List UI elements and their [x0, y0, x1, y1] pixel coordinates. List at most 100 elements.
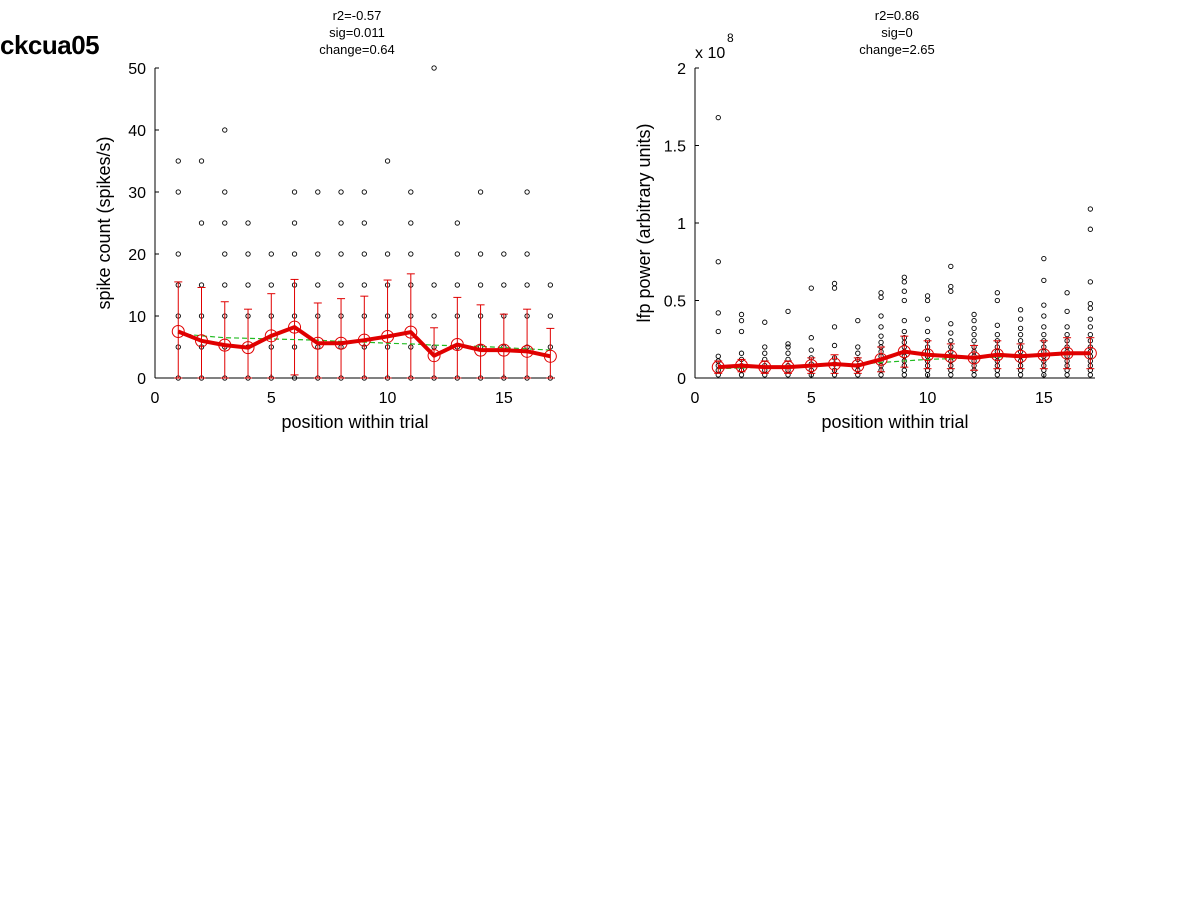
- data-point: [1087, 331, 1093, 338]
- mean-marker: [758, 360, 772, 374]
- mean-marker: [1060, 346, 1074, 360]
- data-point: [222, 189, 228, 195]
- data-point: [454, 220, 460, 226]
- mean-marker: [195, 334, 209, 348]
- data-point: [901, 288, 907, 294]
- x-tick-label: 5: [267, 390, 276, 407]
- annotation-line: r2=-0.57: [333, 8, 382, 23]
- y-tick-label: 0.5: [664, 294, 686, 311]
- data-point: [971, 372, 977, 378]
- data-point: [715, 328, 721, 335]
- y-tick-label: 0: [677, 371, 686, 388]
- data-point: [1087, 206, 1093, 212]
- data-point: [547, 282, 553, 288]
- x-axis-label: position within trial: [281, 412, 428, 432]
- data-point: [948, 372, 954, 378]
- data-point: [1041, 277, 1047, 283]
- mean-marker: [990, 348, 1004, 362]
- data-point: [948, 263, 954, 270]
- data-point: [245, 282, 251, 288]
- data-point: [1064, 308, 1070, 314]
- x-tick-label: 15: [1035, 390, 1053, 407]
- x-tick-label: 5: [807, 390, 816, 407]
- data-point: [1017, 331, 1024, 338]
- exponent-base: x 10: [695, 45, 725, 62]
- data-point: [501, 282, 507, 288]
- data-point: [971, 338, 977, 344]
- data-point: [1087, 279, 1093, 285]
- x-tick-label: 15: [495, 390, 513, 407]
- mean-marker: [735, 359, 749, 373]
- data-point: [785, 341, 791, 347]
- data-point: [878, 294, 884, 301]
- mean-marker: [218, 338, 232, 352]
- data-point: [1087, 316, 1093, 322]
- mean-marker: [450, 338, 464, 352]
- data-point: [524, 189, 530, 195]
- mean-marker: [520, 344, 534, 358]
- data-point: [1064, 372, 1070, 378]
- data-point: [878, 290, 884, 296]
- mean-marker: [264, 329, 278, 343]
- lfp-power-chart: r2=0.86 sig=0 change=2.65 0 5 10 15 0 0.5 1 1.5 2 x …: [634, 8, 1097, 432]
- data-point: [1017, 338, 1024, 344]
- annotation-line: sig=0: [881, 25, 912, 40]
- data-point: [994, 290, 1000, 296]
- data-point: [901, 279, 907, 285]
- annotation-line: change=2.65: [859, 42, 935, 57]
- data-point: [948, 321, 954, 327]
- data-point: [831, 324, 838, 330]
- data-point: [1041, 324, 1047, 330]
- fit-line: [718, 353, 1091, 370]
- data-point: [808, 285, 814, 291]
- data-point: [715, 114, 721, 121]
- mean-marker: [427, 349, 441, 363]
- mean-marker: [311, 336, 325, 350]
- exponent-power: 8: [727, 31, 734, 45]
- mean-marker: [404, 325, 418, 339]
- data-point: [291, 251, 298, 257]
- data-point: [831, 342, 838, 349]
- x-tick-label: 10: [919, 390, 937, 407]
- mean-marker: [874, 352, 888, 366]
- data-point: [198, 220, 205, 226]
- data-point: [338, 220, 344, 226]
- stats-annotation: r2=-0.57 sig=0.011 change=0.64: [319, 8, 395, 57]
- data-point: [878, 324, 884, 330]
- data-point: [948, 330, 954, 336]
- data-point: [901, 274, 907, 280]
- data-point: [1017, 325, 1024, 332]
- data-point: [1087, 372, 1093, 378]
- data-point: [878, 339, 884, 345]
- data-point: [994, 297, 1000, 304]
- y-tick-label: 30: [128, 185, 146, 202]
- data-point: [785, 308, 791, 314]
- data-point: [901, 317, 907, 324]
- data-point: [408, 189, 414, 195]
- data-point: [994, 372, 1000, 378]
- annotation-line: sig=0.011: [329, 25, 385, 40]
- data-point: [715, 259, 721, 265]
- data-point: [222, 220, 228, 226]
- data-point: [198, 282, 205, 288]
- data-point: [431, 282, 437, 288]
- data-point: [1064, 331, 1070, 338]
- mean-marker: [288, 320, 302, 334]
- data-point: [855, 317, 861, 324]
- data-point: [198, 158, 205, 164]
- spike-count-chart: r2=-0.57 sig=0.011 change=0.64 0 5 10 15 0 10 20 3…: [94, 8, 557, 432]
- mean-marker: [334, 336, 348, 350]
- data-point: [1064, 324, 1070, 330]
- data-point: [268, 251, 274, 257]
- data-point: [477, 251, 484, 257]
- x-ticks: 0 5 10 15: [691, 374, 1053, 407]
- mean-marker: [828, 357, 842, 371]
- x-axis-label: position within trial: [821, 412, 968, 432]
- data-point: [924, 297, 931, 304]
- x-tick-label: 0: [151, 390, 160, 407]
- data-point: [878, 333, 884, 339]
- data-point: [948, 338, 954, 344]
- data-point: [901, 328, 907, 335]
- data-point: [738, 311, 745, 318]
- mean-markers: [171, 320, 557, 363]
